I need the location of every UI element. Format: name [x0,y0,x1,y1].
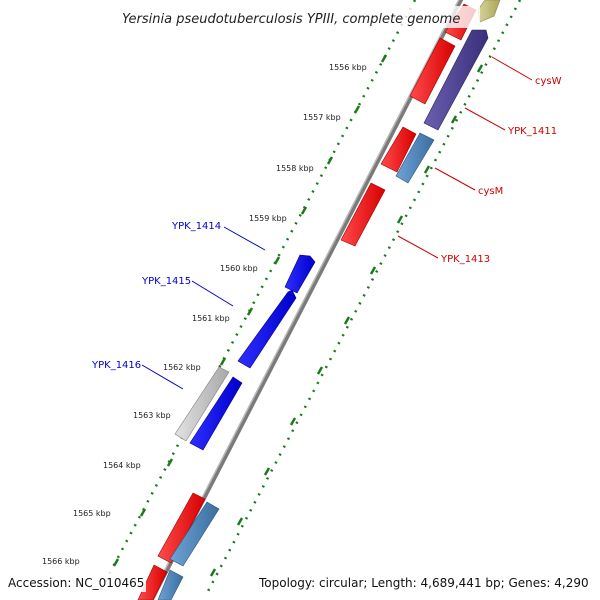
gene-feature[interactable] [157,569,184,600]
cds-feature[interactable] [409,37,456,105]
highlight-gene-YPK-1415[interactable] [237,289,297,369]
gene-feature[interactable] [169,501,220,567]
summary-backdrop [255,571,595,592]
highlight-gene-YPK-1414[interactable] [284,254,316,294]
tick-label: 1559 kbp [249,214,287,223]
title-backdrop [118,6,480,28]
cds-feature[interactable] [157,492,206,564]
tick-label: 1561 kbp [192,314,230,323]
tick-label: 1556 kbp [329,63,367,72]
tick-ring-outer [96,0,417,596]
gene-label-YPK-1413[interactable]: YPK_1413 [440,254,490,265]
tick-label: 1562 kbp [163,363,201,372]
cds-feature[interactable] [340,182,386,247]
tick-label: 1560 kbp [220,264,258,273]
label-leaders [141,56,533,390]
gene-label-YPK-1416[interactable]: YPK_1416 [91,360,141,371]
map-title: Yersinia pseudotuberculosis YPIII, compl… [122,12,460,27]
tick-label: 1558 kbp [276,164,314,173]
gene-label-cysW[interactable]: cysW [535,76,562,87]
cds-feature[interactable] [380,126,417,173]
major-ticks [112,54,484,577]
gene-label-YPK-1414[interactable]: YPK_1414 [171,221,221,232]
tick-label: 1566 kbp [42,557,80,566]
tick-ring-inner [204,0,522,596]
accession-backdrop [4,571,146,592]
tick-label: 1557 kbp [303,113,341,122]
accession-text: Accession: NC_010465 [8,576,144,590]
gene-label-YPK-1415[interactable]: YPK_1415 [141,276,191,287]
gene-feature[interactable] [395,132,435,184]
gene-label-YPK-1411[interactable]: YPK_1411 [507,126,557,137]
pseudo-feature-YPK-1416[interactable] [174,366,230,442]
kbp-labels: 1556 kbp 1557 kbp 1558 kbp 1559 kbp 1560… [42,63,367,566]
tick-label: 1564 kbp [103,461,141,470]
tick-label: 1565 kbp [73,509,111,518]
gene-label-cysM[interactable]: cysM [478,186,503,197]
summary-text: Topology: circular; Length: 4,689,441 bp… [258,576,589,590]
tick-label: 1563 kbp [133,411,171,420]
rna-feature[interactable] [477,0,501,23]
features [137,0,501,600]
highlight-gene[interactable] [189,376,243,451]
gene-labels: cysW YPK_1411 cysM YPK_1413 YPK_1414 YPK… [91,76,562,371]
other-feature[interactable] [423,29,489,131]
